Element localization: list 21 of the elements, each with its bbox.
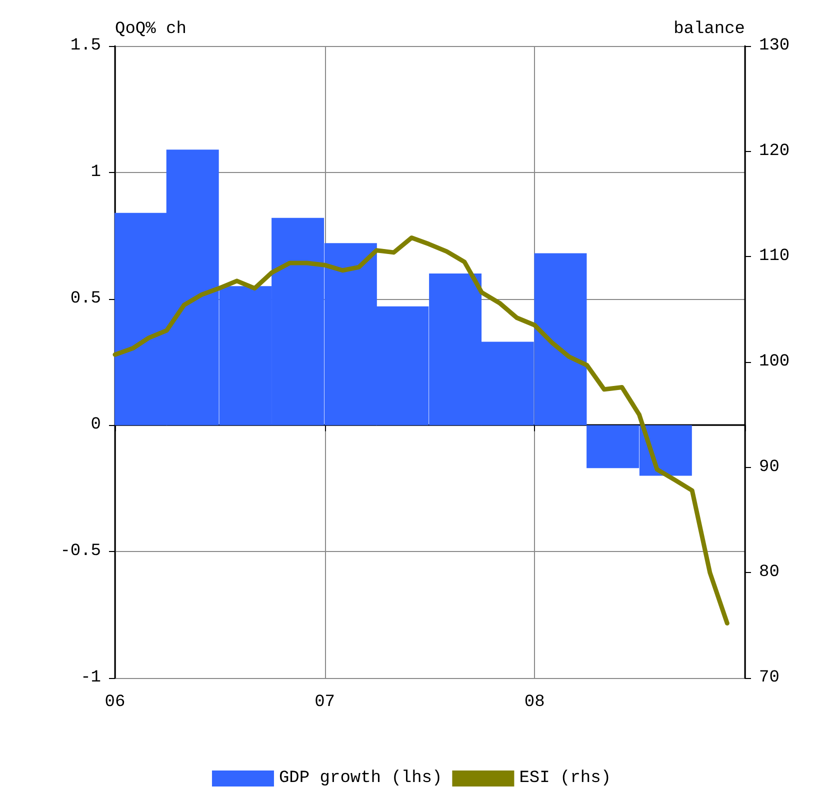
x-tick-label: 06 [104,693,126,712]
y2-tick-label: 130 [759,36,790,56]
y2-tick-label: 110 [759,247,790,266]
y-tick-label: -1 [80,668,101,688]
y2-tick-label: 80 [759,563,780,582]
y-axis-title: QoQ% ch [115,20,186,39]
y2-tick-label: 70 [759,668,780,688]
y-tick-label: 0 [90,416,101,435]
y-tick-label: 1 [90,162,101,182]
x-tick-label: 07 [314,693,336,712]
y-tick-label: 0.5 [70,289,101,308]
y2-axis-title: balance [674,20,745,39]
y2-tick-label: 100 [759,352,790,372]
y2-tick-label: 90 [759,458,780,477]
y2-tick-label: 120 [759,142,790,161]
y-tick-label: -0.5 [60,542,101,562]
legend-label: ESI (rhs) [519,769,612,788]
x-tick-label: 08 [524,693,545,712]
line-series [112,235,730,626]
legend-label: GDP growth (lhs) [278,769,442,788]
y-tick-label: 1.5 [70,36,101,56]
